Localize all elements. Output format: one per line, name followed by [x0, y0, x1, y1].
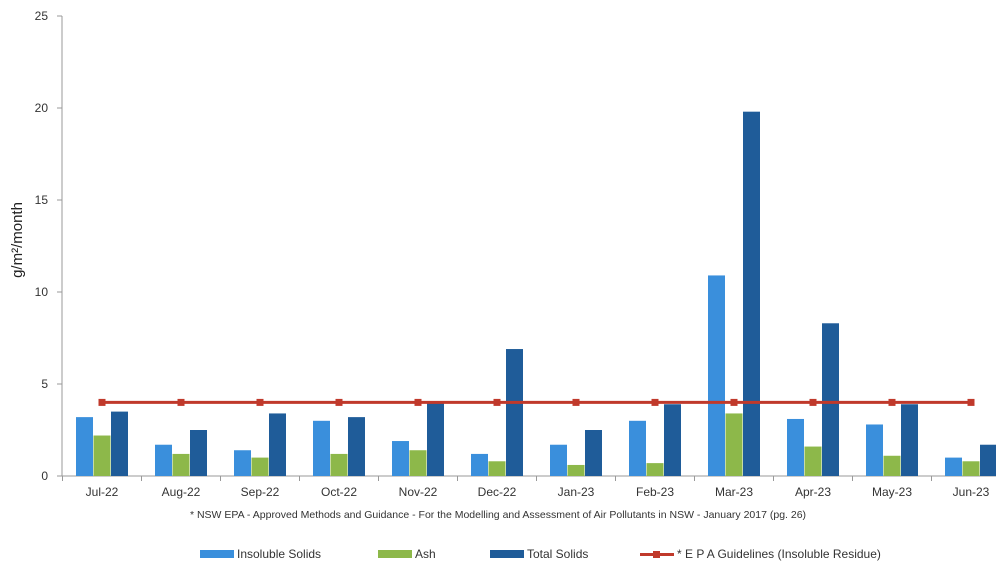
bar-ash	[409, 450, 427, 476]
legend-label-ash: Ash	[415, 547, 436, 561]
y-tick-label: 25	[35, 9, 49, 23]
bar-total-solids	[269, 413, 286, 476]
bar-insoluble-solids	[787, 418, 804, 476]
guideline-marker	[256, 398, 264, 406]
guideline-marker	[809, 398, 817, 406]
bar-total-solids	[111, 411, 128, 476]
bar-total-solids	[901, 404, 918, 476]
bar-total-solids	[427, 402, 444, 476]
y-tick-label: 20	[35, 101, 49, 115]
legend-item-epa-guidelines: * E P A Guidelines (Insoluble Residue)	[640, 544, 881, 564]
y-tick-label: 0	[41, 469, 48, 483]
legend-item-insoluble-solids: Insoluble Solids	[200, 544, 321, 564]
y-tick-label: 15	[35, 193, 49, 207]
bar-total-solids	[190, 430, 207, 476]
bar-ash	[251, 457, 269, 476]
guideline-marker	[572, 398, 580, 406]
bar-insoluble-solids	[313, 420, 330, 476]
bar-ash	[567, 464, 585, 476]
bar-insoluble-solids	[550, 444, 567, 476]
x-tick-label: Oct-22	[321, 485, 357, 499]
bar-total-solids	[822, 323, 839, 476]
guideline-marker	[651, 398, 659, 406]
bar-total-solids	[348, 417, 365, 476]
bar-ash	[962, 461, 980, 476]
x-tick-label: Aug-22	[162, 485, 201, 499]
guideline-marker	[888, 398, 896, 406]
bar-ash	[883, 455, 901, 476]
bar-ash	[488, 461, 506, 476]
x-tick-label: Sep-22	[241, 485, 280, 499]
legend-item-ash: Ash	[378, 544, 436, 564]
bar-insoluble-solids	[471, 453, 488, 476]
legend-label-epa-guidelines: * E P A Guidelines (Insoluble Residue)	[677, 547, 881, 561]
bar-total-solids	[585, 430, 602, 476]
legend-swatch-epa-guidelines	[640, 548, 674, 560]
x-tick-label: Mar-23	[715, 485, 753, 499]
x-tick-label: Jul-22	[86, 485, 119, 499]
guideline-marker	[98, 398, 106, 406]
bar-ash	[172, 453, 190, 476]
legend: Insoluble Solids Ash Total Solids * E P …	[0, 544, 996, 566]
guideline-marker	[335, 398, 343, 406]
bar-insoluble-solids	[708, 275, 725, 476]
x-tick-label: Nov-22	[399, 485, 438, 499]
bar-ash	[646, 463, 664, 476]
legend-label-total-solids: Total Solids	[527, 547, 589, 561]
bar-total-solids	[980, 444, 996, 476]
x-tick-label: Jan-23	[558, 485, 595, 499]
bars	[76, 111, 996, 477]
y-axis-label: g/m²/month	[9, 202, 26, 278]
x-tick-label: Dec-22	[478, 485, 517, 499]
x-tick-label: Jun-23	[953, 485, 990, 499]
bar-ash	[804, 446, 822, 476]
y-tick-label: 5	[41, 377, 48, 391]
x-tick-label: Apr-23	[795, 485, 831, 499]
bar-insoluble-solids	[866, 424, 883, 476]
bar-total-solids	[664, 404, 681, 476]
x-tick-label: Feb-23	[636, 485, 674, 499]
legend-swatch-total-solids	[490, 550, 524, 558]
y-tick-label: 10	[35, 285, 49, 299]
legend-swatch-insoluble-solids	[200, 550, 234, 558]
legend-swatch-ash	[378, 550, 412, 558]
guideline-series	[98, 398, 975, 406]
guideline-marker	[967, 398, 975, 406]
bar-total-solids	[506, 349, 523, 476]
bar-insoluble-solids	[76, 417, 93, 476]
bar-ash	[330, 453, 348, 476]
bar-total-solids	[743, 111, 760, 477]
x-axis: Jul-22 Aug-22 Sep-22 Oct-22 Nov-22 Dec-22 Jan-…	[62, 475, 996, 499]
legend-label-insoluble-solids: Insoluble Solids	[237, 547, 322, 561]
bar-insoluble-solids	[155, 444, 172, 476]
bar-insoluble-solids	[392, 441, 409, 476]
x-tick-label: May-23	[872, 485, 912, 499]
guideline-marker	[414, 398, 422, 406]
bar-insoluble-solids	[234, 450, 251, 476]
guideline-marker	[730, 398, 738, 406]
bar-insoluble-solids	[629, 420, 646, 476]
legend-item-total-solids: Total Solids	[490, 544, 588, 564]
guideline-marker	[177, 398, 185, 406]
bar-insoluble-solids	[945, 457, 962, 476]
y-axis: 0 5 10 15 20 25	[35, 9, 63, 483]
footnote: * NSW EPA - Approved Methods and Guidanc…	[189, 509, 807, 521]
guideline-marker	[493, 398, 501, 406]
bar-ash	[725, 413, 743, 476]
bar-ash	[93, 435, 111, 476]
